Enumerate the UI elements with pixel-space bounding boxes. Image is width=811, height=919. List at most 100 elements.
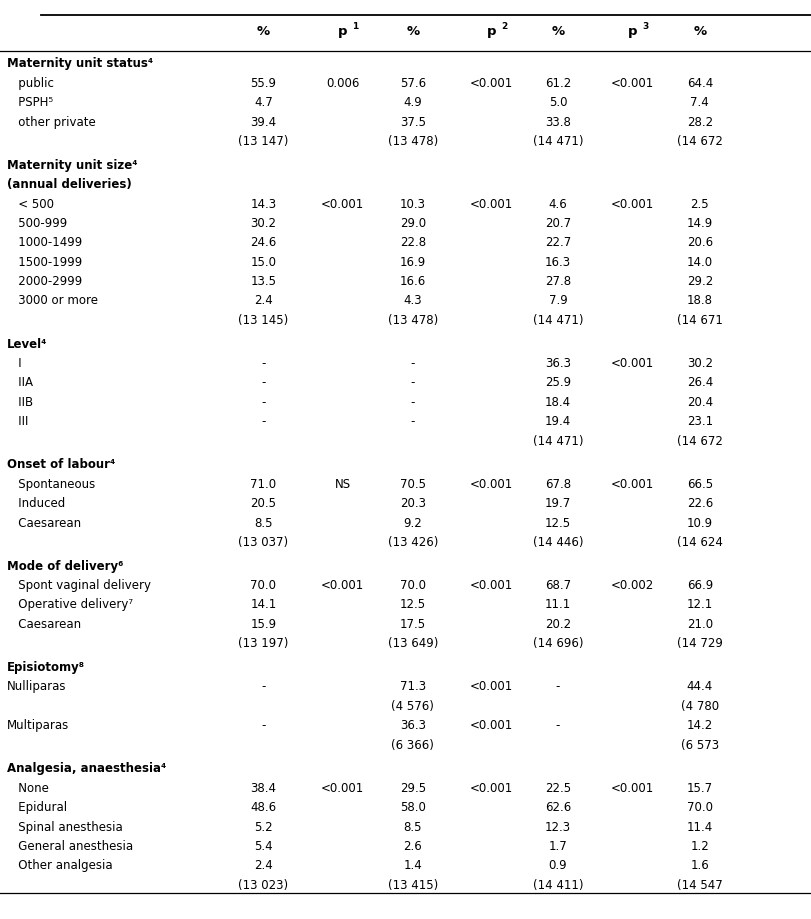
Text: General anesthesia: General anesthesia — [6, 839, 132, 852]
Text: 1.6: 1.6 — [689, 858, 708, 871]
Text: None: None — [6, 781, 49, 794]
Text: 2.5: 2.5 — [689, 198, 708, 210]
Text: 20.5: 20.5 — [250, 496, 276, 510]
Text: PSPH⁵: PSPH⁵ — [6, 96, 53, 109]
Text: 12.3: 12.3 — [544, 820, 570, 833]
Text: 24.6: 24.6 — [250, 236, 277, 249]
Text: 36.3: 36.3 — [544, 357, 570, 369]
Text: 64.4: 64.4 — [686, 76, 712, 90]
Text: (13 037): (13 037) — [238, 536, 288, 549]
Text: 9.2: 9.2 — [403, 516, 422, 529]
Text: <0.001: <0.001 — [470, 781, 513, 794]
Text: Maternity unit status⁴: Maternity unit status⁴ — [6, 57, 152, 71]
Text: 55.9: 55.9 — [250, 76, 276, 90]
Text: 3: 3 — [642, 22, 648, 31]
Text: -: - — [410, 414, 414, 427]
Text: 58.0: 58.0 — [400, 800, 425, 813]
Text: (13 145): (13 145) — [238, 313, 288, 326]
Text: 1.2: 1.2 — [689, 839, 708, 852]
Text: Analgesia, anaesthesia⁴: Analgesia, anaesthesia⁴ — [6, 762, 165, 775]
Text: < 500: < 500 — [6, 198, 54, 210]
Text: Spont vaginal delivery: Spont vaginal delivery — [6, 578, 150, 592]
Text: 10.3: 10.3 — [399, 198, 425, 210]
Text: -: - — [261, 376, 265, 389]
Text: 15.0: 15.0 — [250, 255, 276, 268]
Text: (4 576): (4 576) — [391, 699, 434, 712]
Text: -: - — [261, 719, 265, 732]
Text: (13 426): (13 426) — [387, 536, 438, 549]
Text: -: - — [410, 376, 414, 389]
Text: 22.8: 22.8 — [399, 236, 426, 249]
Text: 2.4: 2.4 — [254, 858, 272, 871]
Text: 8.5: 8.5 — [254, 516, 272, 529]
Text: (14 471): (14 471) — [532, 313, 582, 326]
Text: 14.2: 14.2 — [686, 719, 712, 732]
Text: Nulliparas: Nulliparas — [6, 680, 66, 693]
Text: 20.2: 20.2 — [544, 618, 570, 630]
Text: 71.0: 71.0 — [250, 477, 276, 490]
Text: other private: other private — [6, 116, 95, 129]
Text: 70.0: 70.0 — [686, 800, 712, 813]
Text: <0.001: <0.001 — [470, 719, 513, 732]
Text: IIA: IIA — [6, 376, 32, 389]
Text: NS: NS — [334, 477, 350, 490]
Text: Operative delivery⁷: Operative delivery⁷ — [6, 598, 132, 611]
Text: 5.2: 5.2 — [254, 820, 272, 833]
Text: 12.5: 12.5 — [544, 516, 570, 529]
Text: IIB: IIB — [6, 395, 32, 408]
Text: <0.001: <0.001 — [470, 198, 513, 210]
Text: 0.006: 0.006 — [325, 76, 359, 90]
Text: 67.8: 67.8 — [544, 477, 570, 490]
Text: 70.5: 70.5 — [399, 477, 425, 490]
Text: 8.5: 8.5 — [403, 820, 422, 833]
Text: 14.1: 14.1 — [250, 598, 277, 611]
Text: 18.4: 18.4 — [544, 395, 570, 408]
Text: -: - — [410, 395, 414, 408]
Text: p: p — [627, 25, 637, 38]
Text: Caesarean: Caesarean — [6, 618, 80, 630]
Text: 4.6: 4.6 — [548, 198, 567, 210]
Text: (14 547: (14 547 — [676, 878, 722, 891]
Text: 19.7: 19.7 — [544, 496, 570, 510]
Text: 29.2: 29.2 — [686, 275, 712, 288]
Text: p: p — [486, 25, 496, 38]
Text: Onset of labour⁴: Onset of labour⁴ — [6, 458, 114, 471]
Text: <0.001: <0.001 — [470, 76, 513, 90]
Text: 14.0: 14.0 — [686, 255, 712, 268]
Text: -: - — [261, 414, 265, 427]
Text: 4.7: 4.7 — [254, 96, 272, 109]
Text: 22.5: 22.5 — [544, 781, 570, 794]
Text: 20.4: 20.4 — [686, 395, 712, 408]
Text: <0.001: <0.001 — [320, 578, 364, 592]
Text: 66.5: 66.5 — [686, 477, 712, 490]
Text: <0.001: <0.001 — [470, 578, 513, 592]
Text: 4.9: 4.9 — [403, 96, 422, 109]
Text: 11.1: 11.1 — [544, 598, 570, 611]
Text: 26.4: 26.4 — [686, 376, 712, 389]
Text: 5.4: 5.4 — [254, 839, 272, 852]
Text: 68.7: 68.7 — [544, 578, 570, 592]
Text: (14 446): (14 446) — [532, 536, 582, 549]
Text: Induced: Induced — [6, 496, 65, 510]
Text: (13 649): (13 649) — [387, 637, 438, 650]
Text: 48.6: 48.6 — [250, 800, 276, 813]
Text: 1500-1999: 1500-1999 — [6, 255, 82, 268]
Text: (14 471): (14 471) — [532, 135, 582, 148]
Text: <0.001: <0.001 — [610, 357, 654, 369]
Text: Epidural: Epidural — [6, 800, 67, 813]
Text: 14.9: 14.9 — [686, 217, 712, 230]
Text: 2.4: 2.4 — [254, 294, 272, 307]
Text: (6 366): (6 366) — [391, 738, 434, 751]
Text: Spontaneous: Spontaneous — [6, 477, 95, 490]
Text: 23.1: 23.1 — [686, 414, 712, 427]
Text: <0.001: <0.001 — [320, 198, 364, 210]
Text: -: - — [410, 357, 414, 369]
Text: <0.002: <0.002 — [610, 578, 654, 592]
Text: p: p — [337, 25, 347, 38]
Text: (13 147): (13 147) — [238, 135, 288, 148]
Text: 22.7: 22.7 — [544, 236, 570, 249]
Text: Mode of delivery⁶: Mode of delivery⁶ — [6, 559, 122, 573]
Text: Maternity unit size⁴: Maternity unit size⁴ — [6, 159, 137, 172]
Text: 37.5: 37.5 — [399, 116, 425, 129]
Text: 29.0: 29.0 — [399, 217, 426, 230]
